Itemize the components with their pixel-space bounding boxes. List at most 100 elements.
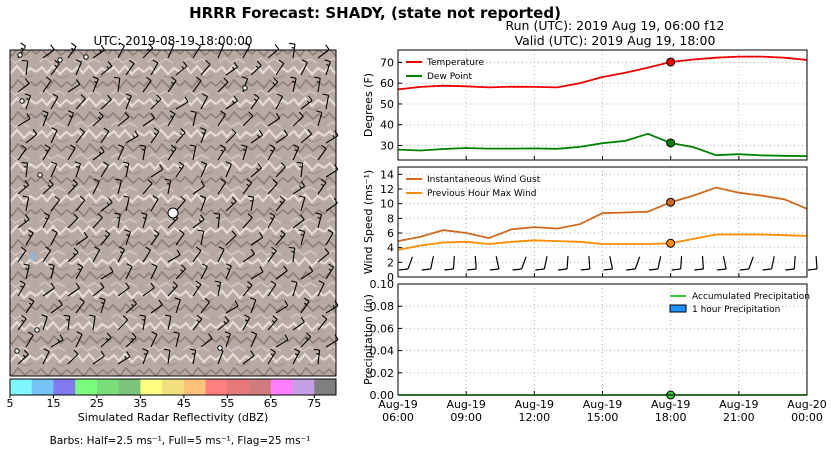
wind-barb [17, 246, 27, 263]
wind-barb [242, 111, 254, 127]
wind-barb [92, 178, 100, 195]
calm-wind-marker [17, 52, 23, 58]
wind-barb [75, 331, 83, 348]
wind-barb [300, 129, 313, 144]
wind-barb [150, 164, 164, 178]
calm-wind-marker [19, 98, 25, 104]
barb-legend-note: Barbs: Half=2.5 ms⁻¹, Full=5 ms⁻¹, Flag=… [49, 435, 311, 447]
plot-border [397, 166, 808, 278]
wind-barb [225, 95, 238, 110]
wind-barb [139, 144, 147, 161]
wind-barb [150, 331, 158, 348]
run-header: Run (UTC): 2019 Aug 19, 06:00 f12 Valid … [470, 18, 760, 48]
wind-barb [75, 127, 86, 144]
x-tick-label-time: 00:00 [791, 411, 823, 424]
colorbar-border [9, 378, 337, 396]
wind-barb [217, 77, 229, 93]
wind-barb [242, 42, 251, 59]
wind-barb [125, 298, 137, 314]
y-tick-label: 14 [380, 168, 394, 181]
wind-barb [190, 110, 197, 127]
wind-barb [125, 332, 137, 348]
wind-barb [122, 161, 130, 178]
wind-barb [242, 178, 253, 195]
wind-barb [217, 144, 227, 161]
wind-barb [300, 59, 308, 76]
wind-barb [42, 348, 50, 365]
plot-border [397, 283, 808, 396]
wind-barb [250, 232, 264, 246]
calm-wind-marker [83, 54, 89, 60]
reflectivity-colorbar [9, 378, 337, 396]
wind-barb [23, 263, 30, 280]
wind-barb [50, 299, 63, 314]
wind-barb [250, 266, 264, 280]
wind-barb [717, 256, 727, 271]
wind-barb [192, 246, 202, 263]
wind-barb [63, 314, 71, 331]
y-tick-label: 0.02 [370, 367, 395, 380]
wind-barb [17, 280, 26, 297]
x-tick-label-date: Aug-19 [583, 398, 622, 411]
wind-barb [75, 59, 82, 76]
wind-barb [150, 94, 162, 110]
wind-barb [25, 129, 38, 144]
wind-barb [75, 297, 85, 314]
run-time-text: Run (UTC): 2019 Aug 19, 06:00 f12 [505, 18, 725, 33]
wind-barb [124, 229, 131, 246]
wind-barb [75, 231, 88, 246]
wind-barb [217, 178, 227, 195]
map-title: UTC: 2019-08-19 18:00:00 [93, 34, 253, 48]
wind-barb [42, 144, 51, 161]
wind-barb [807, 255, 818, 271]
colorbar-tick-label: 45 [176, 397, 191, 410]
wind-barb [247, 195, 255, 212]
wind-barb [21, 161, 29, 178]
y-tick-label: 10 [380, 198, 394, 211]
wind-barb [167, 76, 177, 93]
wind-barb [267, 44, 280, 59]
wind-barb [267, 77, 279, 93]
wind-barb [300, 297, 310, 314]
colorbar-swatch [31, 379, 54, 395]
wind-barb [213, 212, 221, 229]
calm-wind-marker [14, 348, 20, 354]
map-border [9, 49, 337, 377]
wind-barb [275, 230, 286, 246]
wind-barb [275, 265, 288, 280]
wind-barb [99, 297, 106, 314]
colorbar-tick-label: 65 [263, 397, 278, 410]
y-tick-label: 0.08 [370, 300, 395, 313]
wind-barb [167, 281, 178, 297]
wind-barb [275, 195, 286, 212]
wind-barb [92, 213, 103, 229]
wind-barb [398, 256, 414, 271]
wind-barb [225, 196, 237, 212]
wind-barb [67, 349, 79, 365]
y-tick-label: 0.10 [370, 278, 395, 291]
wind-barb [292, 111, 304, 127]
wind-barb [125, 263, 133, 280]
current-time-marker [666, 57, 676, 67]
wind-barb [242, 213, 253, 229]
x-tick-label-time: 12:00 [518, 411, 550, 424]
wind-barb [42, 179, 54, 195]
wind-barb [314, 76, 321, 93]
wind-barb [200, 263, 208, 280]
wind-barb [123, 195, 130, 212]
wind-barb [300, 332, 312, 348]
wind-barb [150, 229, 160, 246]
wind-barb [89, 314, 96, 331]
colorbar-swatch [53, 379, 76, 395]
wind-barb [50, 127, 58, 144]
wind-barb [557, 255, 569, 271]
legend-label: Previous Hour Max Wind [427, 189, 537, 199]
wind-barb [50, 334, 64, 348]
colorbar-swatch [183, 379, 206, 395]
wind-barb [50, 59, 60, 76]
x-tick-label-date: Aug-19 [378, 398, 417, 411]
wind-barb [142, 348, 149, 365]
wind-barb [17, 113, 31, 127]
wind-barb [290, 76, 297, 93]
temperature-panel: 30 40 50 60 70 Degrees (F) Temperature Dew Poin… [362, 49, 808, 161]
